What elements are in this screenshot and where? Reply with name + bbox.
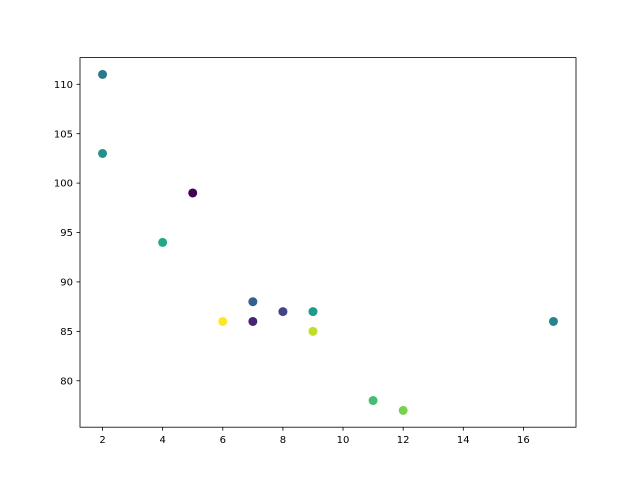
data-point: [218, 316, 228, 326]
data-point: [158, 237, 168, 247]
data-point: [98, 69, 108, 79]
y-tick-label: 100: [54, 179, 73, 190]
y-tick-label: 110: [54, 80, 73, 91]
x-axis: 2 4 6 8 10 12 14 16: [99, 427, 530, 446]
data-point: [548, 316, 558, 326]
y-tick-label: 95: [60, 228, 73, 239]
x-tick-label: 2: [99, 435, 105, 446]
y-tick-label: 80: [60, 376, 73, 387]
data-point: [188, 188, 198, 198]
data-point: [278, 307, 288, 317]
x-tick-label: 16: [517, 435, 530, 446]
x-tick-label: 8: [280, 435, 286, 446]
x-tick-label: 14: [457, 435, 470, 446]
x-tick-label: 6: [220, 435, 226, 446]
data-points: [98, 69, 558, 415]
x-tick-label: 10: [337, 435, 350, 446]
x-tick-label: 4: [159, 435, 165, 446]
data-point: [98, 148, 108, 158]
x-tick-label: 12: [397, 435, 410, 446]
y-tick-label: 105: [54, 129, 73, 140]
y-tick-label: 85: [60, 327, 73, 338]
data-point: [308, 326, 318, 336]
y-axis: 80 85 90 95 100 105 110: [54, 80, 80, 387]
data-point: [248, 297, 258, 307]
y-tick-label: 90: [60, 278, 73, 289]
axes-frame: [79, 57, 577, 428]
data-point: [248, 316, 258, 326]
data-point: [398, 405, 408, 415]
data-point: [368, 396, 378, 406]
data-point: [308, 307, 318, 317]
